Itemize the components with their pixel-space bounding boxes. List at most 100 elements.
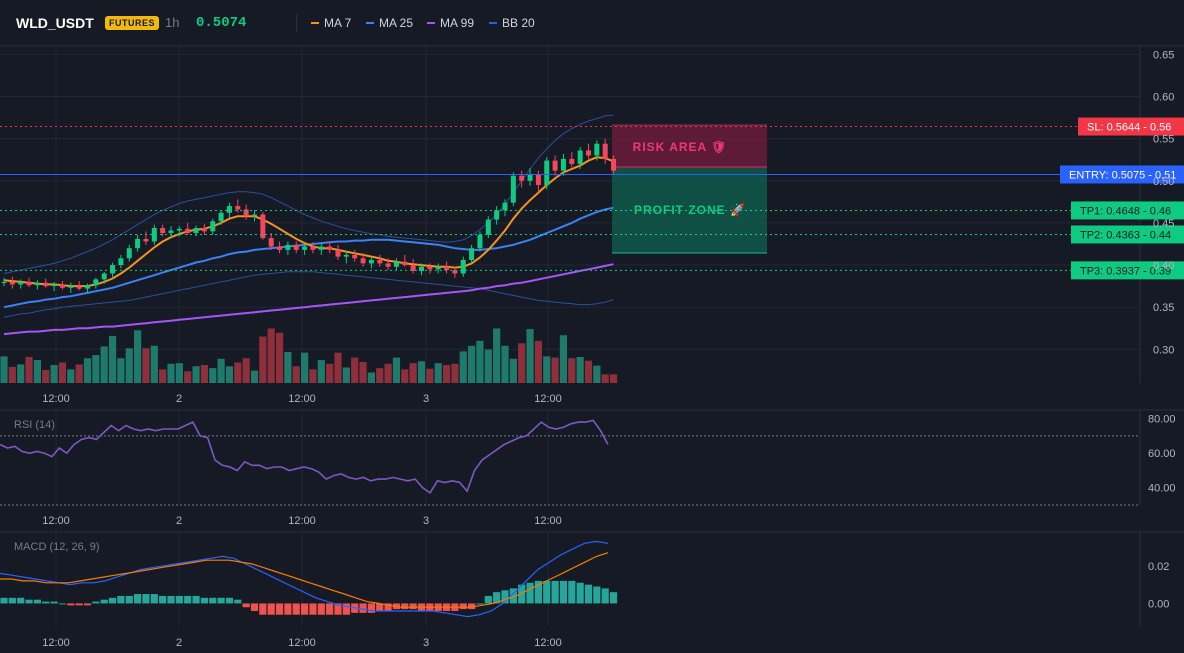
volume-bar — [83, 358, 92, 383]
candle-body — [85, 285, 90, 289]
volume-bar — [509, 358, 517, 383]
symbol-name[interactable]: WLD_USDT — [16, 15, 94, 31]
candle-body — [611, 158, 617, 171]
macd-histogram-bar — [8, 597, 16, 604]
candle-body — [160, 227, 166, 234]
volume-bar — [192, 366, 200, 383]
volume-bar — [292, 366, 300, 383]
candle-body — [586, 150, 591, 156]
macd-histogram-bar — [234, 599, 242, 604]
candle-body — [43, 282, 49, 287]
price-tick-label: 0.60 — [1153, 92, 1174, 104]
candle-body — [168, 230, 174, 234]
macd-histogram-bar — [159, 595, 167, 604]
volume-bar — [601, 374, 609, 383]
macd-histogram-bar — [25, 599, 33, 604]
candle-body — [602, 143, 608, 159]
candle-body — [76, 286, 82, 289]
bb-lower-line — [3, 271, 614, 318]
candlesticks — [1, 138, 617, 293]
macd-histogram-bar — [167, 595, 175, 604]
time-tick-label: 12:00 — [534, 393, 562, 405]
time-tick-label: 12:00 — [288, 393, 316, 405]
volume-bar — [392, 357, 401, 383]
candle-body — [444, 266, 450, 271]
legend-ma25-label: MA 25 — [379, 16, 414, 30]
candle-body — [93, 279, 99, 286]
candle-body — [502, 202, 508, 211]
macd-histogram-bar — [526, 582, 534, 604]
time-tick-label: 12:00 — [288, 515, 316, 527]
macd-histogram-bar — [309, 603, 317, 615]
legend-ma7[interactable]: MA 7 — [311, 16, 351, 30]
volume-bar — [451, 363, 459, 383]
macd-title: MACD (12, 26, 9) — [14, 541, 100, 553]
candle-body — [352, 254, 358, 259]
macd-histogram-bar — [184, 595, 192, 604]
volume-bar — [284, 352, 292, 383]
volume-bar — [33, 360, 41, 383]
candle-body — [243, 209, 249, 217]
macd-panel: MACD (12, 26, 9) 0.02 0.00 — [0, 540, 1169, 618]
volume-bar — [317, 360, 325, 383]
tp1-label-box — [1071, 201, 1184, 220]
candle-body — [327, 246, 333, 250]
volume-bar — [434, 363, 442, 383]
tp2-label-box — [1071, 225, 1184, 244]
candle-body — [519, 175, 525, 181]
legend-ma25[interactable]: MA 25 — [366, 16, 413, 30]
macd-histogram-bar — [468, 603, 476, 610]
futures-badge: FUTURES — [105, 16, 159, 30]
candle-body — [252, 214, 257, 217]
volume-bar — [217, 358, 225, 383]
entry-label: ENTRY: 0.5075 - 0.51 — [1069, 169, 1176, 181]
candle-body — [560, 158, 566, 171]
macd-histogram-bar — [459, 603, 467, 610]
time-tick-label: 12:00 — [534, 637, 562, 649]
candle-body — [59, 284, 65, 288]
macd-histogram-bar — [58, 603, 67, 605]
main-grid — [0, 46, 1140, 626]
macd-histogram-bar — [601, 588, 609, 604]
candle-body — [452, 270, 458, 274]
candle-body — [343, 254, 349, 257]
candle-body — [1, 281, 7, 283]
volume-bar — [25, 356, 33, 383]
time-tick-label: 12:00 — [288, 637, 316, 649]
risk-zone[interactable] — [612, 125, 767, 168]
price-axis: 0.65 0.60 0.55 0.50 0.45 0.40 0.35 0.30 — [1153, 49, 1174, 356]
rsi-tick-label: 80.00 — [1148, 414, 1176, 426]
candle-body — [201, 227, 207, 232]
candle-body — [485, 219, 491, 235]
macd-histogram-bar — [75, 603, 83, 606]
macd-histogram-bar — [242, 603, 250, 608]
timeframe-label[interactable]: 1h — [165, 15, 180, 30]
candle-body — [110, 265, 116, 274]
legend-bb20[interactable]: BB 20 — [489, 16, 535, 30]
macd-histogram-bar — [142, 594, 150, 604]
ma99-swatch — [427, 22, 435, 24]
candle-body — [176, 228, 182, 231]
candle-body — [577, 150, 583, 164]
candle-body — [460, 259, 466, 274]
volume-bar — [476, 340, 484, 383]
risk-area-label: RISK AREA 🛡 — [633, 140, 728, 154]
price-levels: SL: 0.5644 - 0.56 ENTRY: 0.5075 - 0.51 TP1… — [0, 117, 1184, 280]
time-tick-label: 3 — [423, 515, 429, 527]
volume-bar — [551, 357, 559, 383]
volume-bar — [134, 330, 142, 383]
volume-bar — [0, 356, 8, 383]
candle-body — [193, 227, 199, 234]
tp3-label: TP3: 0.3937 - 0.39 — [1080, 265, 1171, 277]
macd-histogram-bar — [0, 597, 8, 604]
volume-bar — [584, 360, 593, 383]
volume-bar — [267, 328, 275, 383]
macd-histogram-bar — [359, 603, 367, 613]
candle-body — [469, 248, 475, 260]
legend-ma99[interactable]: MA 99 — [427, 16, 474, 30]
last-price: 0.5074 — [196, 15, 247, 31]
candle-body — [151, 227, 157, 242]
volume-bar — [543, 356, 551, 383]
profit-zone-label: PROFIT ZONE 🚀 — [634, 203, 746, 217]
